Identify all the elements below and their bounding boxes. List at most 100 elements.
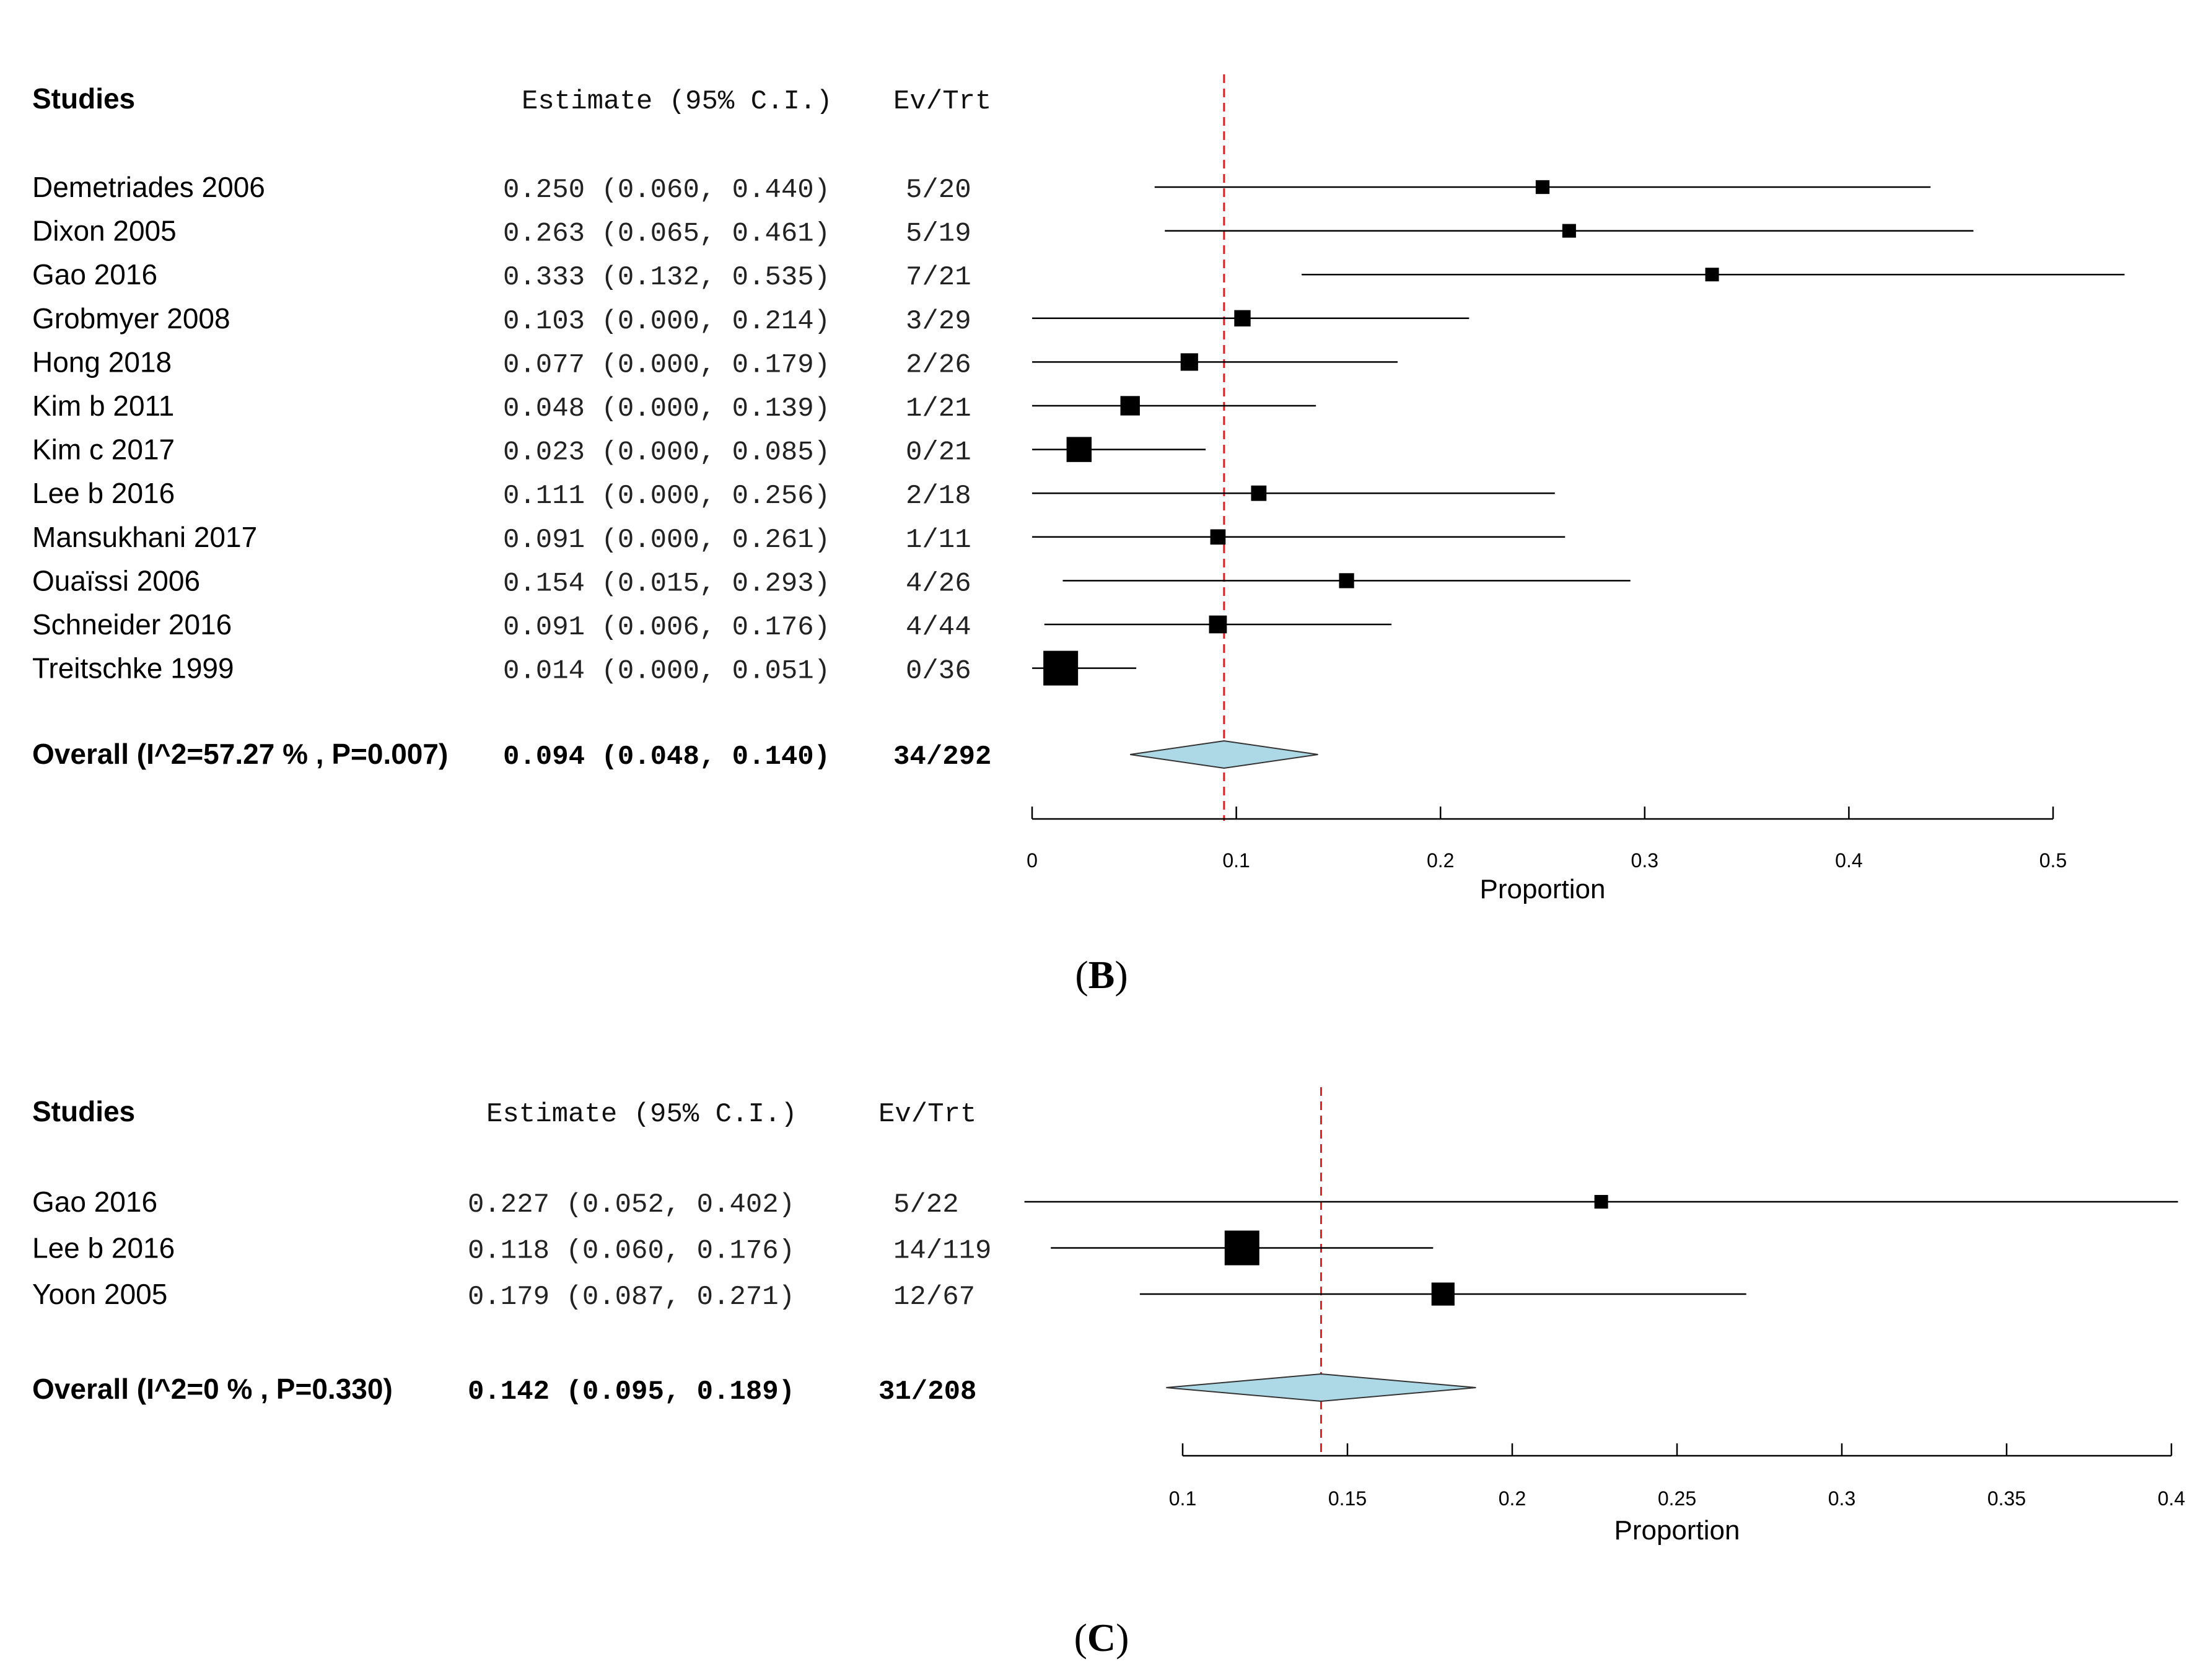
x-axis-tick-label: 0.1 [1169, 1487, 1196, 1510]
study-name: Dixon 2005 [32, 215, 177, 247]
x-axis-tick-label: 0.4 [1835, 849, 1862, 872]
study-evtrt: 4/44 [906, 612, 971, 643]
study-name: Gao 2016 [32, 1186, 157, 1218]
study-point-marker [1535, 180, 1550, 195]
study-name: Kim c 2017 [32, 434, 175, 466]
study-evtrt: 12/67 [893, 1282, 975, 1313]
panel-caption-letter-b: B [1088, 953, 1115, 997]
study-row: Gao 2016 0.227 (0.052, 0.402) 5/22 [32, 1186, 959, 1220]
study-point-marker [1043, 650, 1079, 686]
study-row: Schneider 2016 0.091 (0.006, 0.176) 4/44 [32, 608, 971, 643]
study-evtrt: 3/29 [906, 306, 971, 337]
x-axis-tick-label: 0.3 [1828, 1487, 1855, 1510]
study-row: Hong 2018 0.077 (0.000, 0.179) 2/26 [32, 346, 971, 380]
study-estimate-text: 0.118 (0.060, 0.176) [468, 1236, 795, 1267]
panel-caption-b: (B) [1075, 953, 1128, 997]
study-estimate-text: 0.091 (0.006, 0.176) [503, 612, 830, 643]
study-name: Kim b 2011 [32, 390, 174, 422]
study-name: Ouaïssi 2006 [32, 564, 200, 597]
panel-caption-letter-c: C [1087, 1616, 1116, 1660]
studies-header: Studies [32, 1095, 135, 1127]
study-name: Gao 2016 [32, 258, 157, 291]
study-estimate-text: 0.333 (0.132, 0.535) [503, 262, 830, 293]
study-row: Dixon 2005 0.263 (0.065, 0.461) 5/19 [32, 215, 971, 250]
study-point-marker [1234, 310, 1251, 326]
evtrt-header: Ev/Trt [893, 86, 991, 117]
plot-area-b: 0 0.1 0.2 0.3 0.4 0.5 Proportion [1027, 74, 2125, 904]
study-row: Ouaïssi 2006 0.154 (0.015, 0.293) 4/26 [32, 564, 971, 599]
study-evtrt: 7/21 [906, 262, 971, 293]
overall-estimate-text: 0.142 (0.095, 0.189) [468, 1376, 795, 1407]
study-row: Mansukhani 2017 0.091 (0.000, 0.261) 1/11 [32, 521, 971, 556]
overall-evtrt: 31/208 [878, 1376, 976, 1407]
study-evtrt: 5/19 [906, 219, 971, 250]
study-estimate-text: 0.227 (0.052, 0.402) [468, 1189, 795, 1220]
study-name: Grobmyer 2008 [32, 302, 230, 335]
overall-diamond [1130, 740, 1318, 769]
study-evtrt: 1/11 [906, 525, 971, 556]
study-point-marker [1251, 485, 1267, 501]
study-point-marker [1562, 224, 1576, 238]
forest-plot-panel-b: Studies Estimate (95% C.I.) Ev/Trt Demet… [32, 74, 2125, 997]
study-row: Demetriades 2006 0.250 (0.060, 0.440) 5/20 [32, 171, 971, 206]
overall-diamond [1166, 1373, 1476, 1402]
x-axis-tick-label: 0.3 [1631, 849, 1658, 872]
study-name: Schneider 2016 [32, 608, 232, 641]
study-rows-b: Demetriades 2006 0.250 (0.060, 0.440) 5/20… [32, 171, 971, 687]
study-name: Yoon 2005 [32, 1278, 167, 1310]
x-axis-label: Proportion [1614, 1515, 1740, 1546]
study-row: Kim c 2017 0.023 (0.000, 0.085) 0/21 [32, 434, 971, 468]
overall-evtrt: 34/292 [893, 742, 991, 772]
x-axis-tick-label: 0.2 [1427, 849, 1454, 872]
study-point-marker [1180, 353, 1198, 371]
study-row: Kim b 2011 0.048 (0.000, 0.139) 1/21 [32, 390, 971, 424]
study-point-marker [1210, 529, 1226, 545]
forest-plot-panel-c: Studies Estimate (95% C.I.) Ev/Trt Gao 2… [32, 1087, 2185, 1660]
x-axis-tick-label: 0.4 [2158, 1487, 2185, 1510]
x-axis-tick-label: 0.35 [1987, 1487, 2026, 1510]
x-axis-tick-label: 0.2 [1499, 1487, 1526, 1510]
study-point-marker [1339, 573, 1354, 588]
study-evtrt: 14/119 [893, 1236, 991, 1267]
panel-caption-c: (C) [1074, 1616, 1129, 1660]
study-evtrt: 5/22 [893, 1189, 959, 1220]
study-name: Mansukhani 2017 [32, 521, 257, 553]
study-estimate-text: 0.263 (0.065, 0.461) [503, 219, 830, 250]
study-point-marker [1066, 437, 1092, 462]
study-estimate-text: 0.111 (0.000, 0.256) [503, 481, 830, 512]
study-name: Lee b 2016 [32, 477, 175, 509]
study-row: Yoon 2005 0.179 (0.087, 0.271) 12/67 [32, 1278, 975, 1313]
estimate-header: Estimate (95% C.I.) [522, 86, 833, 117]
estimate-header: Estimate (95% C.I.) [486, 1099, 797, 1130]
study-point-marker [1594, 1195, 1608, 1209]
x-axis-tick-label: 0.15 [1328, 1487, 1367, 1510]
study-point-marker [1224, 1230, 1259, 1266]
evtrt-header: Ev/Trt [878, 1099, 976, 1130]
study-point-marker [1120, 396, 1140, 416]
study-evtrt: 5/20 [906, 175, 971, 206]
x-axis-label: Proportion [1479, 874, 1605, 904]
overall-label: Overall (I^2=57.27 % , P=0.007) [32, 738, 448, 770]
study-estimate-text: 0.077 (0.000, 0.179) [503, 349, 830, 380]
study-estimate-text: 0.250 (0.060, 0.440) [503, 175, 830, 206]
study-estimate-text: 0.048 (0.000, 0.139) [503, 393, 830, 424]
study-point-marker [1431, 1282, 1455, 1306]
overall-estimate-text: 0.094 (0.048, 0.140) [503, 742, 830, 772]
study-evtrt: 0/36 [906, 656, 971, 687]
study-name: Hong 2018 [32, 346, 172, 378]
study-estimate-text: 0.091 (0.000, 0.261) [503, 525, 830, 556]
study-rows-c: Gao 2016 0.227 (0.052, 0.402) 5/22 Lee b 20… [32, 1186, 991, 1313]
study-estimate-text: 0.154 (0.015, 0.293) [503, 568, 830, 599]
x-axis-tick-label: 0.5 [2039, 849, 2067, 872]
study-row: Treitschke 1999 0.014 (0.000, 0.051) 0/36 [32, 652, 971, 687]
study-estimate-text: 0.103 (0.000, 0.214) [503, 306, 830, 337]
study-row: Lee b 2016 0.118 (0.060, 0.176) 14/119 [32, 1232, 991, 1267]
study-estimate-text: 0.179 (0.087, 0.271) [468, 1282, 795, 1313]
study-evtrt: 1/21 [906, 393, 971, 424]
study-evtrt: 4/26 [906, 568, 971, 599]
plot-area-c: 0.1 0.15 0.2 0.25 0.3 0.35 0.4 Proportion [1024, 1087, 2185, 1546]
study-row: Grobmyer 2008 0.103 (0.000, 0.214) 3/29 [32, 302, 971, 337]
study-row: Gao 2016 0.333 (0.132, 0.535) 7/21 [32, 258, 971, 293]
study-name: Treitschke 1999 [32, 652, 234, 685]
